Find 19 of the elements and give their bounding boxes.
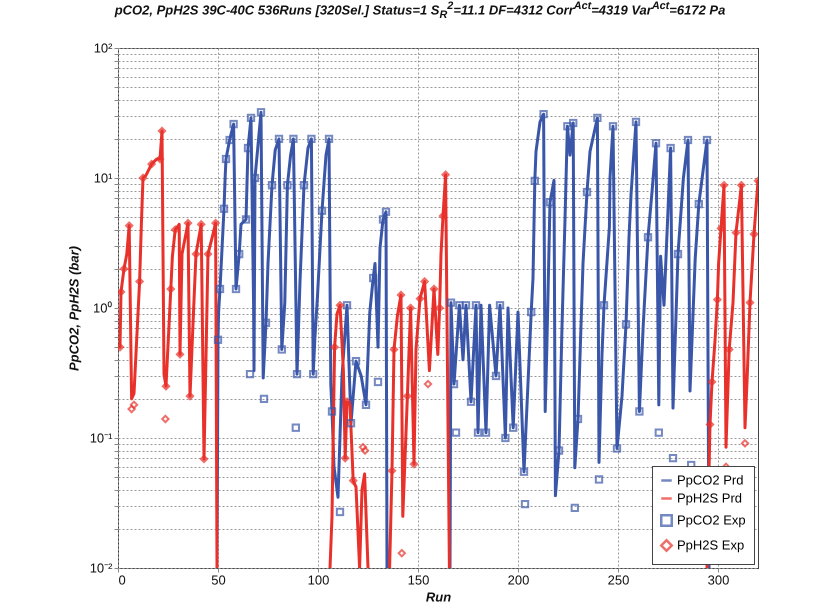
legend-label: PpCO2 Exp [677,512,746,528]
x-tick-label: 300 [708,572,730,588]
chart-title: pCO2, PpH2S 39C-40C 536Runs [320Sel.] Status=1 S$_{R}$$^{2}$=11.1 DF=4312 Corr$^{Act}$=4319 Var$^{Act}$=6172 Pa [114,0,726,23]
x-tick-label: 100 [308,572,330,588]
y-tick-label: 10¹ [94,170,114,186]
x-axis-title: Run [426,590,452,602]
x-tick-label: 50 [211,572,226,588]
legend-label: PpH2S Prd [677,490,742,506]
x-tick-label: 200 [508,572,530,588]
y-axis-title: PpCO2, PpH2S (bar) [66,246,82,371]
y-tick-label: 10² [94,40,114,56]
y-tick-label: 10⁰ [93,300,112,316]
y-tick-label: 10⁻¹ [90,430,114,446]
y-tick-label: 10⁻² [90,560,114,576]
x-tick-label: 0 [118,572,126,588]
legend-label: PpCO2 Prd [677,472,744,488]
x-tick-label: 150 [408,572,430,588]
x-tick-label: 250 [608,572,630,588]
legend-label: PpH2S Exp [677,538,744,552]
